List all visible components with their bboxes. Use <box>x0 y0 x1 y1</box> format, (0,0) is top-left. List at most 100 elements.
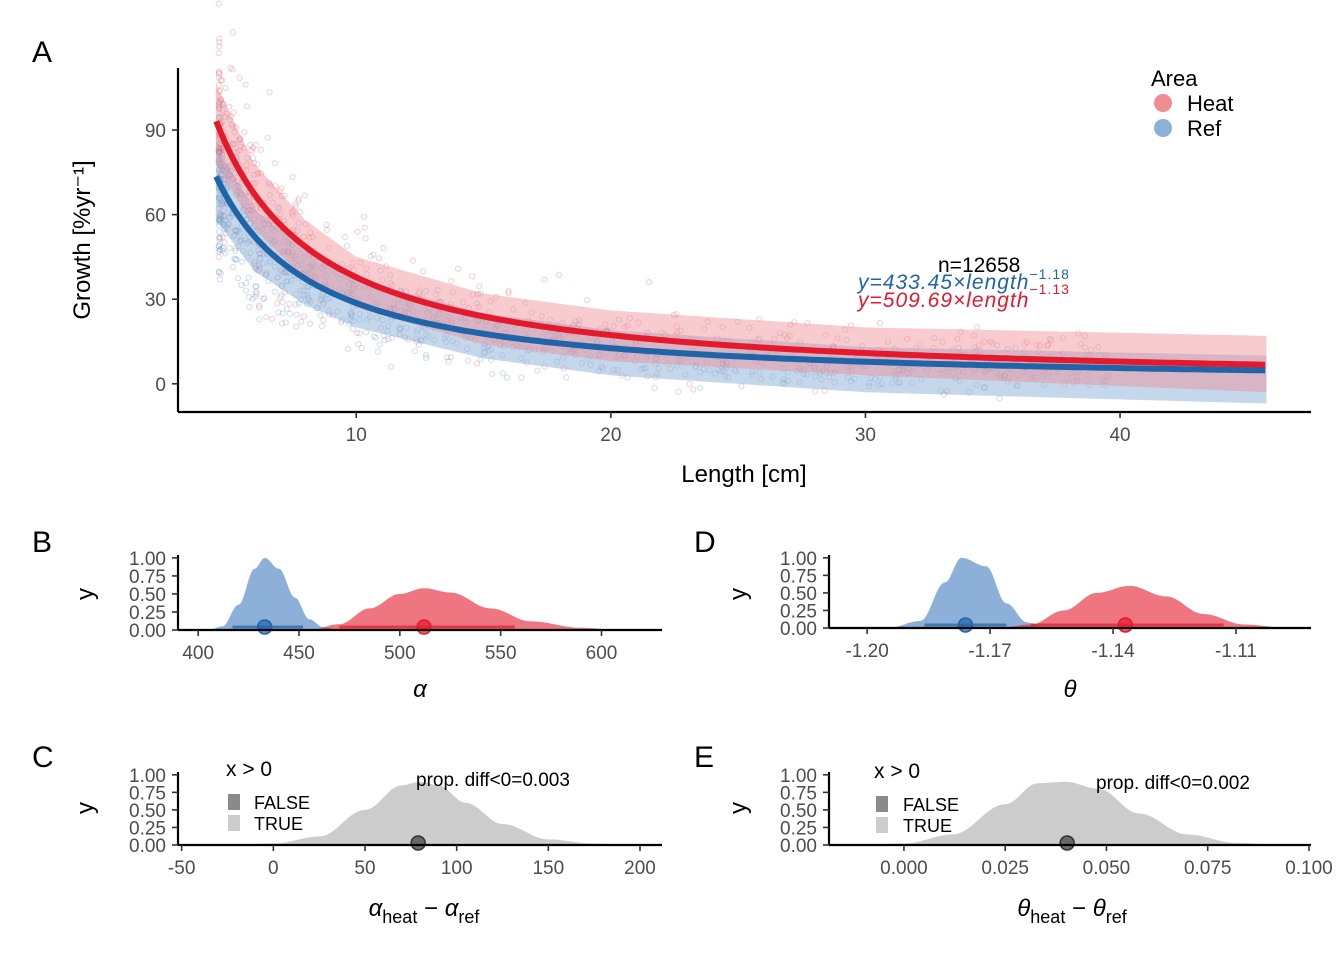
data-point <box>256 304 263 311</box>
data-point <box>253 283 260 290</box>
data-point <box>387 363 395 370</box>
panel-e-x-tick-label: 0.025 <box>981 858 1029 879</box>
data-point <box>243 167 250 174</box>
data-point <box>231 129 238 136</box>
data-point <box>812 388 819 395</box>
panel-b-densities <box>208 557 622 635</box>
data-point <box>787 321 794 328</box>
panel-label-a: A <box>32 36 52 69</box>
panel-a-x-tick-label: 10 <box>346 425 367 446</box>
sample-size-label: n=12658 <box>938 254 1020 277</box>
panel-e-median <box>1059 835 1075 851</box>
data-point <box>249 295 256 302</box>
ref-equation: y=433.45×length−1.18 <box>856 266 1070 294</box>
data-point <box>215 81 222 89</box>
data-point <box>271 288 278 295</box>
data-point <box>215 74 223 81</box>
data-point <box>635 319 642 326</box>
data-point <box>269 315 276 322</box>
legend-title: Area <box>1151 66 1198 91</box>
data-point <box>306 234 313 241</box>
data-point <box>243 103 250 110</box>
data-point <box>230 29 237 36</box>
data-point <box>217 246 224 253</box>
data-point <box>362 329 370 336</box>
data-point <box>300 313 307 320</box>
data-point <box>528 309 535 316</box>
panel-e-legend-false-key <box>876 796 888 812</box>
panel-d-x-tick-label: -1.14 <box>1091 641 1135 662</box>
data-point <box>255 302 263 309</box>
panel-b-ref-density <box>208 557 340 630</box>
data-point <box>233 256 240 263</box>
data-point <box>216 228 223 235</box>
data-point <box>266 191 273 199</box>
panel-b-ref-median <box>256 619 273 635</box>
data-point <box>487 298 494 305</box>
data-point <box>615 316 622 323</box>
panel-b-alpha-posterior: 400 450 500 550 600 0.000.250.500.751.00 α y <box>72 549 662 703</box>
data-point <box>975 342 982 349</box>
data-point <box>235 275 242 282</box>
data-point <box>237 136 244 143</box>
data-point <box>295 195 302 202</box>
panel-e-x-tick-label: 0.000 <box>880 858 928 879</box>
data-point <box>434 287 441 294</box>
data-point <box>232 124 240 131</box>
data-point <box>235 137 242 144</box>
data-point <box>1075 330 1082 337</box>
panel-c-legend-true-label: TRUE <box>254 814 303 834</box>
data-point <box>504 374 511 381</box>
data-point <box>226 116 233 123</box>
data-point <box>301 192 309 199</box>
data-point <box>220 245 227 252</box>
data-point <box>250 171 257 178</box>
data-point <box>216 246 223 253</box>
data-point <box>300 233 307 240</box>
data-point <box>215 0 222 7</box>
data-point <box>218 114 225 121</box>
data-point <box>277 294 284 301</box>
data-point <box>224 110 231 117</box>
panel-c-x-axis-title: αheat − αref <box>369 895 481 927</box>
legend-heat-label: Heat <box>1187 91 1233 116</box>
data-point <box>249 148 256 155</box>
data-point <box>286 300 293 307</box>
data-point <box>216 276 223 283</box>
data-point <box>677 327 684 334</box>
data-point <box>843 336 850 343</box>
panel-e-x-tick-label: 0.075 <box>1184 858 1232 879</box>
data-point <box>251 160 258 167</box>
data-point <box>884 338 892 345</box>
panel-d-x-axis-title: θ <box>1063 676 1076 703</box>
data-point <box>252 180 259 187</box>
panel-c-legend-true-key <box>228 815 240 831</box>
data-point <box>217 96 224 103</box>
data-point <box>216 68 223 75</box>
data-point <box>834 335 841 342</box>
data-point <box>282 319 289 326</box>
data-point <box>289 212 296 219</box>
data-point <box>459 299 467 306</box>
panel-c-legend: x > 0 FALSE TRUE <box>226 758 310 834</box>
data-point <box>341 233 349 241</box>
data-point <box>954 335 961 342</box>
data-point <box>295 220 302 227</box>
data-point <box>475 303 482 310</box>
data-point <box>994 342 1001 349</box>
panel-a-y-axis-title: Growth [%yr⁻¹] <box>69 160 96 319</box>
data-point <box>734 318 741 325</box>
data-point <box>686 381 693 388</box>
data-point <box>215 253 222 260</box>
panel-c-y-tick-label: 0.75 <box>129 783 166 804</box>
data-point <box>534 367 541 374</box>
data-point <box>254 170 261 177</box>
data-point <box>522 300 529 307</box>
data-point <box>416 287 423 294</box>
data-point <box>469 291 476 298</box>
data-point <box>383 263 390 270</box>
data-point <box>227 64 234 72</box>
data-point <box>216 43 223 50</box>
data-point <box>245 274 252 281</box>
data-point <box>263 314 270 321</box>
